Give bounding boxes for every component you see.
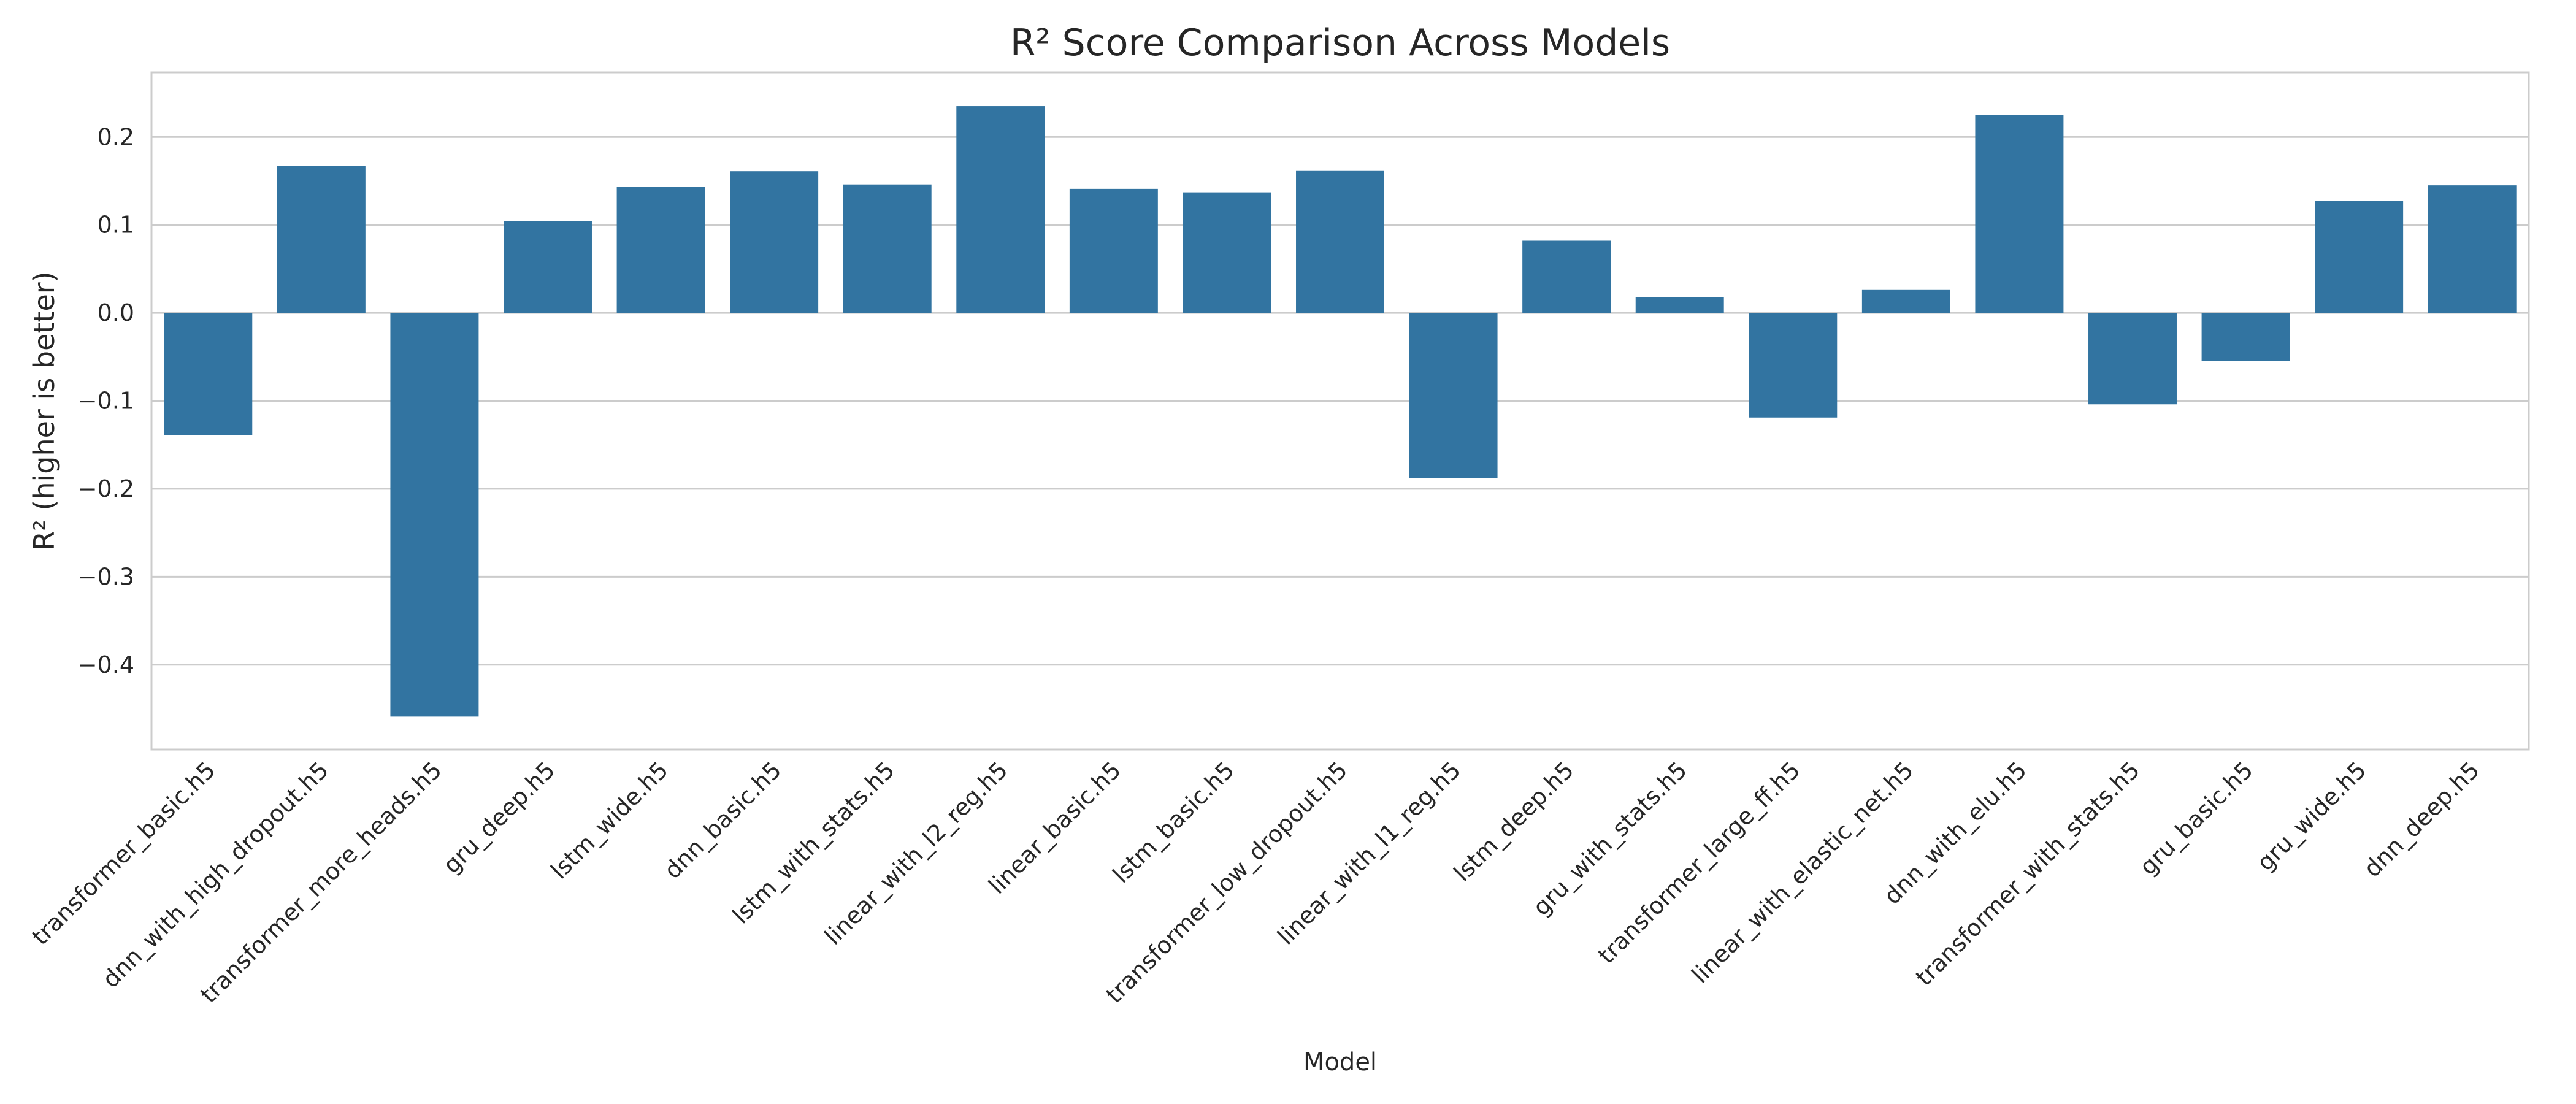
bar-dnn-basic-h5 [730,171,819,313]
x-tick-label: transformer_more_heads.h5 [195,756,447,1008]
bar-dnn-with-high-dropout-h5 [277,166,366,313]
x-tick-label: transformer_large_ff.h5 [1593,756,1806,969]
bar-transformer-with-stats-h5 [2088,313,2177,405]
x-tick-label: linear_with_l1_reg.h5 [1272,756,1466,950]
bar-linear-basic-h5 [1069,188,1158,313]
bar-lstm-with-stats-h5 [843,184,932,313]
y-tick-label: −0.3 [78,563,134,590]
x-tick-label: transformer_low_dropout.h5 [1101,756,1353,1008]
bar-linear-with-l2-reg-h5 [956,106,1045,313]
y-tick-label: 0.0 [98,299,134,326]
bar-dnn-with-elu-h5 [1975,115,2064,313]
x-axis-label: Model [1303,1048,1377,1076]
y-tick-label: 0.1 [98,212,134,239]
bar-lstm-basic-h5 [1183,192,1271,313]
bar-linear-with-elastic-net-h5 [1861,289,1950,313]
bar-transformer-basic-h5 [164,313,253,435]
y-tick-label: −0.4 [78,651,134,678]
bar-dnn-deep-h5 [2428,185,2517,313]
x-tick-label: gru_wide.h5 [2252,756,2371,876]
bar-gru-with-stats-h5 [1635,297,1724,313]
x-tick-label: dnn_basic.h5 [659,756,786,884]
x-tick-label: gru_deep.h5 [438,756,561,879]
x-axis-ticks: transformer_basic.h5dnn_with_high_dropou… [26,756,2485,1008]
x-tick-label: transformer_basic.h5 [26,756,220,950]
x-tick-label: dnn_deep.h5 [2359,756,2485,883]
bar-linear-with-l1-reg-h5 [1409,313,1498,478]
x-tick-label: lstm_wide.h5 [546,756,673,884]
bars [164,106,2517,717]
y-tick-label: −0.1 [78,388,134,415]
x-tick-label: linear_with_elastic_net.h5 [1687,756,1919,988]
bar-gru-deep-h5 [504,221,592,313]
y-axis-label: R² (higher is better) [28,271,61,550]
x-tick-label: transformer_with_stats.h5 [1911,756,2145,991]
y-tick-label: −0.2 [78,475,134,502]
x-tick-label: lstm_basic.h5 [1108,756,1240,888]
bar-gru-wide-h5 [2315,201,2404,313]
x-tick-label: dnn_with_high_dropout.h5 [97,756,334,993]
plot-frame [150,71,2530,751]
y-axis-ticks: −0.4 −0.3 −0.2 −0.1 0.0 0.1 0.2 [78,123,134,678]
x-tick-label: linear_with_l2_reg.h5 [819,756,1013,950]
x-tick-label: gru_basic.h5 [2134,756,2258,880]
bar-lstm-deep-h5 [1522,240,1611,313]
bar-transformer-large-ff-h5 [1749,313,1838,418]
chart-title: R² Score Comparison Across Models [1010,21,1670,64]
bar-transformer-low-dropout-h5 [1296,170,1384,313]
bar-transformer-more-heads-h5 [390,313,479,717]
bar-gru-basic-h5 [2201,313,2290,361]
x-tick-label: lstm_deep.h5 [1449,756,1579,887]
y-tick-label: 0.2 [98,123,134,150]
bar-lstm-wide-h5 [616,187,705,313]
